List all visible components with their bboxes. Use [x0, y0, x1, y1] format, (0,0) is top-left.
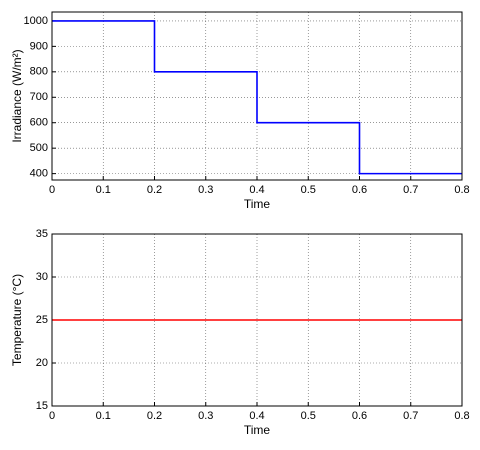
x-tick-label: 0.1	[96, 184, 111, 196]
x-tick-label: 0.5	[301, 410, 316, 422]
y-tick-label: 25	[36, 314, 48, 326]
x-tick-label: 0.2	[147, 410, 162, 422]
y-axis-label: Temperature (°C)	[10, 274, 24, 366]
x-tick-label: 0.7	[403, 410, 418, 422]
y-axis-label: Irradiance (W/m²)	[10, 49, 24, 142]
x-tick-label: 0.8	[454, 184, 469, 196]
x-tick-label: 0.4	[249, 184, 264, 196]
x-tick-label: 0.6	[352, 184, 367, 196]
plot-frame	[51, 233, 463, 407]
x-tick-label: 0.3	[198, 410, 213, 422]
y-tick-label: 1000	[24, 15, 48, 27]
x-tick-label: 0.1	[96, 410, 111, 422]
data-line	[52, 20, 462, 175]
plot-frame	[51, 11, 463, 181]
x-tick-label: 0	[49, 410, 55, 422]
x-tick-label: 0.6	[352, 410, 367, 422]
x-tick-label: 0.5	[301, 184, 316, 196]
x-tick-label: 0.3	[198, 184, 213, 196]
x-axis-label: Time	[244, 197, 271, 211]
x-tick-label: 0.4	[249, 410, 264, 422]
chart-panel: 0 0.1 0.2 0.3 0.4 0.5 0.6 0.7 0.8 400 500 600 700 800…	[10, 11, 470, 211]
y-tick-label: 900	[30, 40, 48, 52]
chart-panel: 0 0.1 0.2 0.3 0.4 0.5 0.6 0.7 0.8 15 20 25 30 35 Time T…	[10, 228, 469, 437]
y-tick-label: 600	[30, 117, 48, 129]
y-tick-label: 15	[36, 400, 48, 412]
x-tick-label: 0.7	[403, 184, 418, 196]
y-tick-label: 400	[30, 168, 48, 180]
x-tick-label: 0	[49, 184, 55, 196]
y-tick-label: 30	[36, 271, 48, 283]
x-axis-label: Time	[244, 423, 271, 437]
y-tick-label: 20	[36, 357, 48, 369]
y-tick-label: 700	[30, 91, 48, 103]
x-tick-label: 0.8	[454, 410, 469, 422]
y-tick-label: 35	[36, 228, 48, 240]
x-tick-label: 0.2	[147, 184, 162, 196]
y-tick-label: 500	[30, 142, 48, 154]
y-tick-label: 800	[30, 66, 48, 78]
